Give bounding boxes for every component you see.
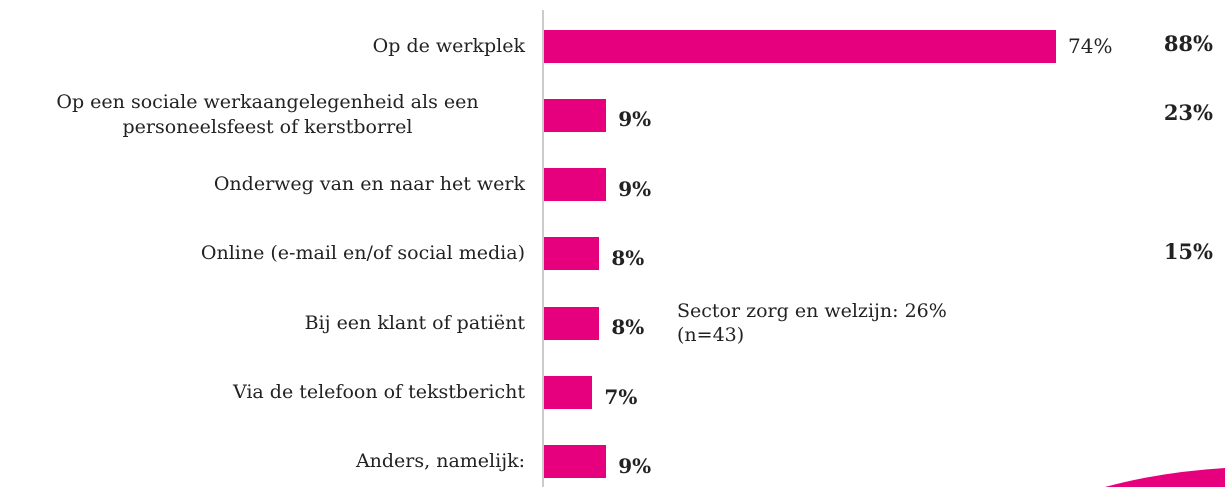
total-label: 88% <box>1163 31 1213 56</box>
bar <box>544 376 593 409</box>
value-label: 9% <box>618 107 652 132</box>
value-label: 8% <box>611 315 645 340</box>
annotation: Sector zorg en welzijn: 26% <box>677 300 947 322</box>
category-label: Online (e-mail en/of social media) <box>200 242 525 265</box>
value-label: 74% <box>1068 34 1113 58</box>
category-label: Anders, namelijk: <box>355 450 525 473</box>
axis-line <box>542 10 544 487</box>
bar <box>544 445 607 479</box>
category-label: Op de werkplek <box>372 34 525 57</box>
total-label: 15% <box>1163 238 1213 264</box>
bar <box>544 237 600 271</box>
value-label: 9% <box>618 176 652 201</box>
bar <box>544 29 1056 63</box>
category-label: Op een sociale werkaangelegenheid als ee… <box>56 91 479 139</box>
bar <box>544 168 607 202</box>
category-label: Bij een klant of patiënt <box>304 311 525 334</box>
bar <box>544 306 600 340</box>
bar <box>544 98 607 132</box>
value-label: 8% <box>611 245 645 270</box>
swoosh <box>1105 468 1225 487</box>
total-label: 23% <box>1163 100 1213 126</box>
value-label: 7% <box>604 384 638 409</box>
category-label: Onderweg van en naar het werk <box>213 173 525 196</box>
value-label: 9% <box>618 453 652 478</box>
annotation: (n=43) <box>677 324 745 346</box>
category-label: Via de telefoon of tekstbericht <box>232 381 525 403</box>
